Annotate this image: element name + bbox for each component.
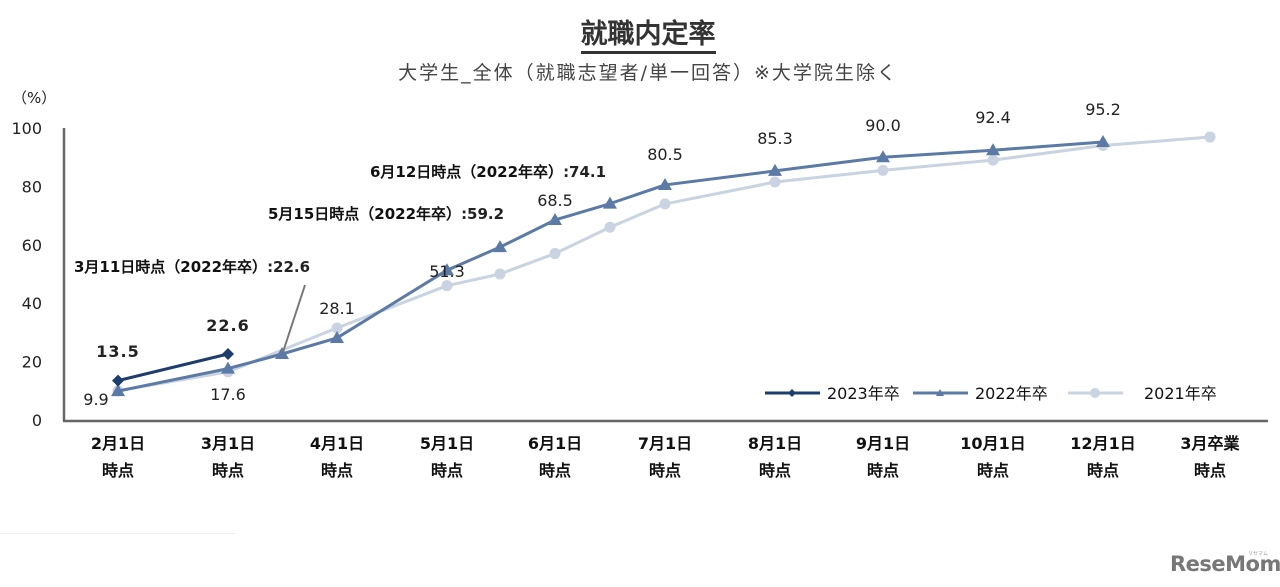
y-tick-label: 100 [11,119,42,138]
annotation-2: 5月15日時点（2022年卒）:59.2 [268,205,504,223]
x-tick-label: 12月1日 [1070,434,1135,453]
triangle-marker-icon [111,384,125,397]
y-tick-label: 60 [22,236,42,255]
data-label: 22.6 [206,316,249,335]
circle-marker-icon [494,268,506,280]
data-label: 51.3 [429,262,465,281]
data-label: 68.5 [537,191,573,210]
series-line-2023年卒 [117,352,229,383]
legend-label: 2022年卒 [975,384,1048,403]
annotation-1: 3月11日時点（2022年卒）:22.6 [74,258,310,276]
x-tick-label: 2月1日 [91,434,145,453]
annotation-value: :74.1 [563,163,606,181]
x-tick-label: 時点 [1087,461,1119,480]
triangle-marker-icon [658,177,672,190]
triangle-marker-icon [330,330,344,343]
annotation-label: 3月11日時点（2022年卒） [74,258,267,276]
triangle-marker-icon [936,389,944,396]
data-label: 90.0 [865,116,901,135]
y-tick-label: 20 [22,353,42,372]
circle-marker-icon [441,280,453,292]
triangle-marker-icon [768,163,782,176]
triangle-marker-icon [493,240,507,253]
x-tick-label: 時点 [977,461,1009,480]
circle-marker-icon [1204,131,1216,143]
data-label: 85.3 [757,129,793,148]
x-tick-label: 8月1日 [748,434,802,453]
annotation-value: :59.2 [461,205,504,223]
annotation-value: :22.6 [267,258,310,276]
annotation-label: 5月15日時点（2022年卒） [268,205,461,223]
triangle-marker-icon [221,361,235,374]
circle-marker-icon [549,248,561,260]
x-tick-label: 時点 [321,461,353,480]
legend-label: 2021年卒 [1144,384,1217,403]
chart-title-text: 就職内定率 [580,19,716,54]
annotation-label: 6月12日時点（2022年卒） [370,163,563,181]
x-tick-label: 3月卒業 [1180,434,1240,453]
y-tick-label: 0 [32,411,42,430]
diamond-marker-icon [112,374,124,387]
x-tick-label: 時点 [102,461,134,480]
x-tick-label: 時点 [539,461,571,480]
x-tick-label: 時点 [759,461,791,480]
x-tick-label: 7月1日 [638,434,692,453]
x-tick-label: 時点 [1194,461,1226,480]
legend-label: 2023年卒 [827,384,900,403]
triangle-marker-icon [275,347,289,360]
x-tick-label: 4月1日 [310,434,364,453]
triangle-marker-icon [440,263,454,276]
x-tick-label: 9月1日 [856,434,910,453]
circle-marker-icon [659,198,671,210]
x-tick-label: 5月1日 [420,434,474,453]
circle-marker-icon [769,176,781,188]
data-label: 92.4 [975,108,1011,127]
chart-title: 就職内定率 [0,12,1280,54]
divider [0,533,236,534]
x-tick-label: 時点 [649,461,681,480]
resemom-logo: ReseMom [1170,552,1280,576]
triangle-marker-icon [986,143,1000,156]
chart-subtitle: 大学生_全体（就職志望者/単一回答）※大学院生除く [398,62,898,84]
x-tick-label: 10月1日 [960,434,1025,453]
triangle-marker-icon [876,150,890,163]
data-label: 95.2 [1085,100,1121,119]
data-label: 17.6 [210,385,246,404]
data-label: 80.5 [647,145,683,164]
triangle-marker-icon [603,196,617,209]
y-axis-unit: （%） [12,89,57,107]
y-tick-label: 40 [22,294,42,313]
diamond-marker-icon [222,348,234,361]
data-label: 13.5 [96,342,139,361]
diamond-marker-icon [788,389,796,397]
data-label: 28.1 [319,299,355,318]
circle-marker-icon [1090,388,1100,398]
triangle-marker-icon [1096,135,1110,148]
circle-marker-icon [877,164,889,176]
x-tick-label: 時点 [212,461,244,480]
x-tick-label: 時点 [867,461,899,480]
y-tick-label: 80 [22,177,42,196]
circle-marker-icon [987,154,999,166]
resemom-logo-kana: リセマム [1248,551,1269,557]
annotation-leader-line [282,284,306,353]
annotation-3: 6月12日時点（2022年卒）:74.1 [370,163,606,181]
x-tick-label: 6月1日 [528,434,582,453]
data-label: 9.9 [83,390,108,409]
circle-marker-icon [604,221,616,233]
triangle-marker-icon [548,212,562,225]
circle-marker-icon [331,322,343,334]
x-tick-label: 3月1日 [201,434,255,453]
x-tick-label: 時点 [431,461,463,480]
